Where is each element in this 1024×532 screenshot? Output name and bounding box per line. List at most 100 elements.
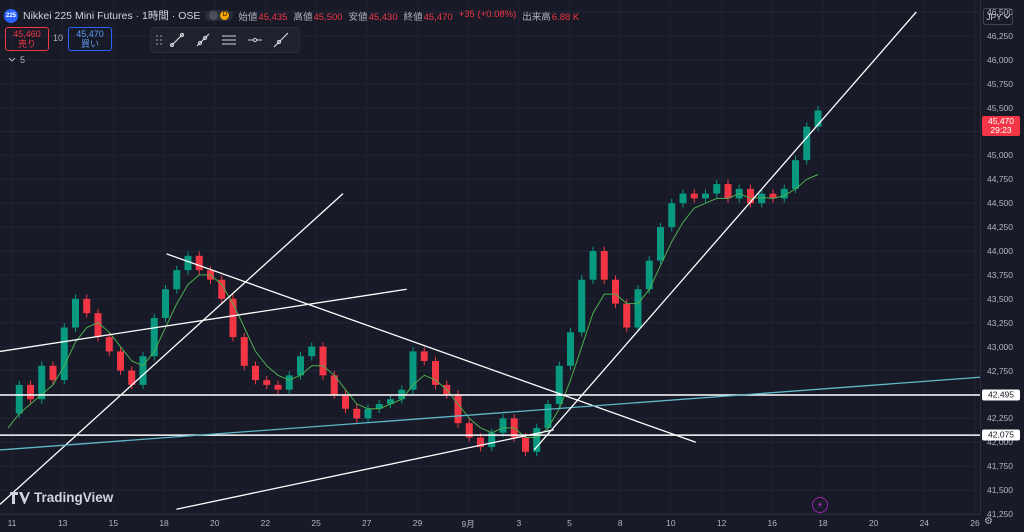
trend-line: [0, 288, 407, 353]
candle: [72, 294, 79, 332]
price-tick: 44,750: [987, 174, 1013, 185]
candle: [679, 189, 687, 208]
price-tick: 45,000: [987, 150, 1013, 161]
candle: [150, 313, 158, 361]
time-tick: 29: [412, 518, 423, 528]
trend-line: [0, 376, 980, 451]
time-axis[interactable]: 11 13 15 18 20 22 25 27 29 9月 3 5 8 10 12 16 18 20 24 26: [0, 514, 980, 532]
candle: [308, 342, 316, 361]
chevron-down-icon: [1003, 14, 1010, 19]
candle: [60, 323, 68, 385]
price-tick: 44,000: [987, 246, 1013, 257]
time-tick: 13: [57, 518, 68, 528]
candle: [173, 265, 181, 294]
candle: [285, 371, 293, 394]
level-label: 42,075: [982, 429, 1020, 441]
trend-line-tool-icon[interactable]: [164, 30, 190, 50]
price-chart[interactable]: [0, 0, 980, 514]
price-tick: 41,750: [987, 461, 1013, 472]
horizontal-line-tool-icon[interactable]: [242, 30, 268, 50]
candle: [555, 361, 563, 409]
time-tick: 22: [260, 518, 271, 528]
candle: [567, 328, 574, 371]
candle: [274, 380, 282, 394]
level-label: 42,495: [982, 389, 1020, 401]
price-tick: 45,750: [987, 78, 1013, 89]
gear-icon[interactable]: ⚙: [984, 516, 993, 527]
candle: [645, 256, 653, 294]
candle: [747, 184, 754, 208]
candle: [792, 155, 799, 194]
candle: [713, 179, 721, 198]
time-tick: 9月: [461, 519, 475, 529]
drawings: [0, 11, 980, 510]
status-badge: D: [220, 11, 230, 20]
trend-line: [533, 11, 917, 451]
candle: [589, 246, 597, 285]
candle: [353, 404, 361, 423]
tradingview-logo[interactable]: TradingView: [10, 490, 113, 505]
candle: [240, 332, 248, 371]
candle: [38, 361, 46, 404]
candle: [814, 106, 822, 132]
candle: [432, 356, 439, 390]
lightning-icon[interactable]: ⚡: [812, 497, 828, 513]
time-tick: 20: [210, 518, 220, 528]
candle: [657, 222, 664, 265]
drawing-toolbar: [150, 27, 300, 53]
time-tick: 15: [108, 518, 119, 528]
candle: [49, 361, 57, 385]
candle: [769, 189, 777, 203]
indicator-toggle[interactable]: 5: [8, 55, 25, 65]
currency-selector[interactable]: JPY: [983, 8, 1013, 25]
trend-line: [0, 193, 344, 505]
order-quantity[interactable]: 10: [53, 33, 64, 43]
candle: [364, 404, 372, 423]
drag-handle-icon[interactable]: [154, 32, 164, 48]
last-price-label: 45,470 29:23: [982, 116, 1020, 136]
candle: [600, 246, 608, 285]
market-status-dot: [209, 11, 219, 20]
candle: [83, 294, 91, 318]
price-tick: 43,000: [987, 341, 1013, 352]
tradingview-logo-icon: [10, 491, 30, 504]
candle: [252, 361, 259, 385]
sell-button[interactable]: 45,460 売り: [5, 27, 49, 51]
legend-header: 225 Nikkei 225 Mini Futures · 1時間 · OSE …: [4, 8, 579, 23]
price-tick: 41,500: [987, 485, 1013, 496]
parallel-channel-tool-icon[interactable]: [216, 30, 242, 50]
candle: [184, 251, 192, 275]
time-tick: 11: [7, 518, 17, 528]
candle: [420, 347, 428, 366]
candle: [690, 189, 698, 203]
candle: [533, 423, 541, 457]
candle: [342, 390, 349, 414]
price-tick: 42,750: [987, 365, 1013, 376]
candle: [375, 399, 383, 414]
ray-tool-icon[interactable]: [190, 30, 216, 50]
candle: [668, 198, 676, 232]
time-tick: 18: [159, 518, 169, 528]
extended-line-tool-icon[interactable]: [268, 30, 294, 50]
price-tick: 44,250: [987, 222, 1013, 233]
ohlc-values: 始値45,435 高値45,500 安値45,430 終値45,470 +35 …: [238, 8, 580, 23]
price-tick: 41,250: [987, 509, 1013, 519]
status-pill[interactable]: D: [205, 10, 234, 21]
price-tick: 46,000: [987, 54, 1013, 65]
chevron-down-icon: [8, 57, 16, 62]
candle: [803, 122, 811, 165]
candle: [409, 347, 417, 394]
candle: [195, 251, 203, 275]
time-tick: 10: [666, 518, 676, 528]
time-tick: 20: [868, 518, 879, 528]
symbol-title[interactable]: Nikkei 225 Mini Futures · 1時間 · OSE: [23, 10, 201, 22]
buy-button[interactable]: 45,470 買い: [68, 27, 112, 51]
trend-line: [166, 253, 697, 443]
time-tick: 27: [362, 518, 372, 528]
candle: [105, 332, 113, 356]
candle: [454, 390, 462, 428]
candle: [218, 275, 226, 304]
time-tick: 16: [767, 518, 777, 528]
price-tick: 46,250: [987, 30, 1013, 41]
trend-line: [176, 429, 554, 510]
